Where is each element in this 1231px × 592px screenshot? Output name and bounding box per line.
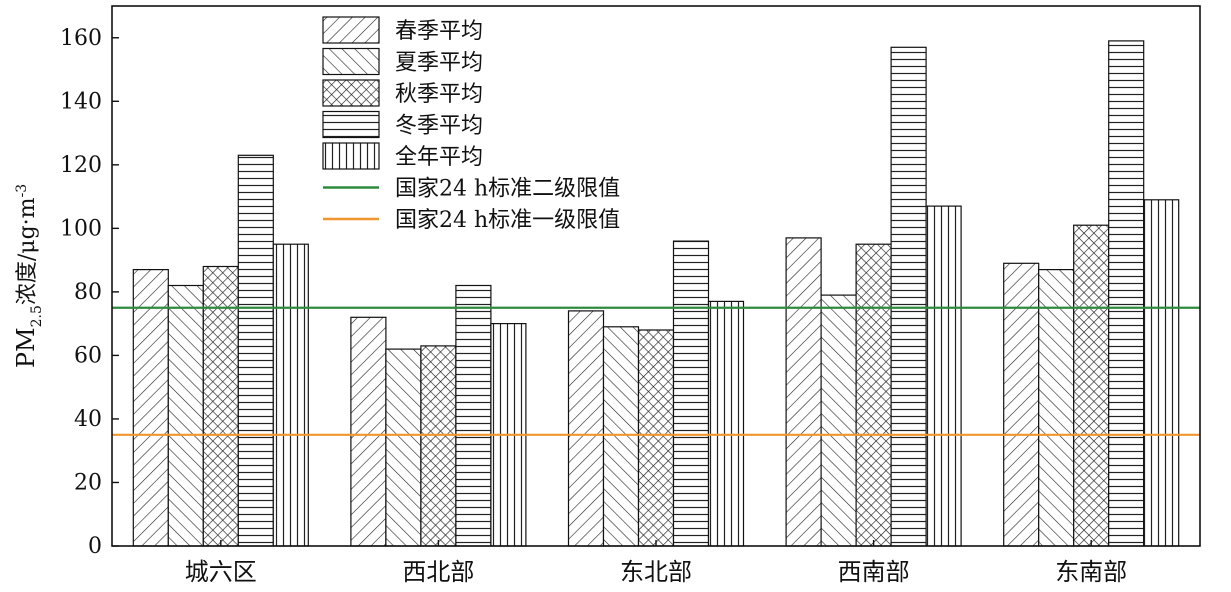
bar-2-0 (202, 265, 239, 547)
bar-3-0 (237, 154, 274, 547)
y-axis-title-after: 浓度/μg·m (15, 197, 40, 305)
legend-label: 国家24 h标准一级限值 (395, 208, 620, 233)
bar-2-3 (855, 243, 892, 547)
bars-layer (132, 40, 1180, 547)
bar-4-2 (707, 300, 745, 547)
y-axis-title-sup: -3 (14, 184, 30, 198)
y-tick-label: 160 (60, 26, 102, 51)
bar-0-1 (350, 316, 387, 547)
y-tick-label: 140 (60, 89, 102, 114)
axes-layer: 0 20 40 60 80 100 120 140 160 城六区 西北部 东北部 西南部 东南部 PM2.… (12, 5, 1201, 586)
y-tick-label: 60 (74, 343, 102, 368)
bar-1-3 (820, 294, 857, 547)
category-label: 城六区 (185, 558, 257, 586)
bar-3-2 (672, 240, 710, 547)
category-label: 西北部 (402, 558, 474, 586)
bar-4-0 (272, 243, 309, 547)
y-tick-label: 0 (88, 534, 102, 559)
bar-3-3 (890, 46, 927, 547)
legend-swatch-2 (322, 79, 380, 107)
legend-swatch-3 (322, 110, 380, 139)
y-tick-label: 120 (60, 153, 102, 178)
legend-label: 夏季平均 (395, 51, 483, 76)
bar-0-3 (785, 237, 822, 547)
legend-label: 冬季平均 (395, 114, 483, 139)
y-axis-title: PM2.5浓度/μg·m-3 (12, 184, 45, 368)
bar-2-1 (420, 345, 457, 547)
bar-0-0 (132, 269, 169, 547)
category-label: 东南部 (1055, 558, 1127, 586)
reference-lines-layer (112, 306, 1200, 436)
legend-label: 全年平均 (395, 145, 483, 170)
bar-4-3 (925, 205, 962, 547)
legend-label: 秋季平均 (395, 82, 483, 107)
legend-swatch-1 (322, 47, 380, 76)
legend-label: 春季平均 (395, 19, 483, 44)
bar-0-2 (567, 310, 605, 547)
y-axis-title-main: PM (12, 327, 40, 368)
category-label: 西南部 (838, 558, 910, 586)
legend-swatch-4 (322, 142, 380, 170)
y-tick-label: 80 (74, 280, 102, 305)
bar-3-4 (1108, 40, 1145, 547)
y-tick-label: 40 (74, 407, 102, 432)
y-tick-label: 20 (74, 470, 102, 495)
bar-4-4 (1143, 199, 1180, 547)
legend-label: 国家24 h标准二级限值 (395, 177, 620, 202)
bar-1-0 (167, 284, 204, 547)
y-axis-title-sub: 2.5 (29, 305, 45, 327)
bar-0-4 (1003, 262, 1040, 547)
bar-1-2 (602, 326, 640, 547)
bar-1-1 (385, 348, 422, 547)
category-label: 东北部 (620, 558, 692, 586)
bar-1-4 (1038, 269, 1075, 547)
bar-2-2 (637, 329, 675, 547)
bar-3-1 (455, 284, 492, 547)
legend-swatch-0 (322, 16, 380, 44)
y-tick-label: 100 (60, 216, 102, 241)
bar-2-4 (1073, 224, 1110, 547)
